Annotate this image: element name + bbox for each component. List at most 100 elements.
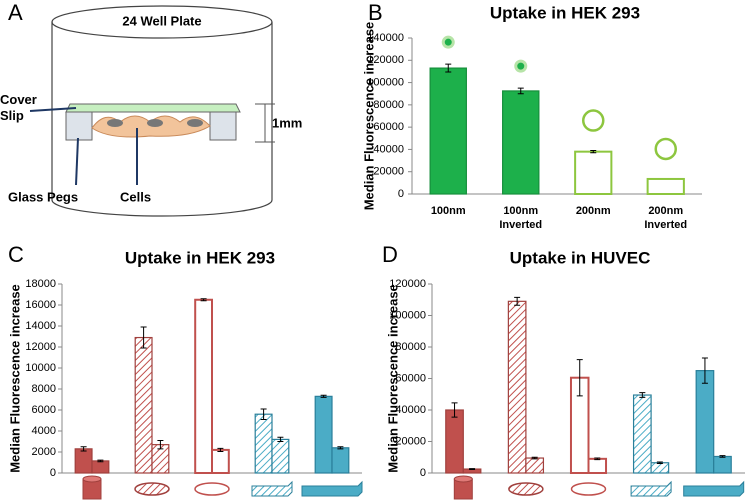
shape-icon — [134, 482, 170, 496]
error-bar — [517, 87, 524, 95]
bar — [587, 457, 608, 475]
y-tick-label: 10000 — [25, 362, 56, 374]
bar — [650, 462, 670, 474]
y-tick-label: 60000 — [373, 121, 404, 133]
y-tick-label: 140000 — [367, 32, 404, 44]
y-tick-label: 16000 — [25, 299, 56, 311]
glass-peg — [209, 111, 237, 141]
error-bar — [451, 402, 458, 418]
y-tick-label: 80000 — [373, 99, 404, 111]
cover-slip — [65, 103, 241, 113]
error-bar — [80, 446, 87, 452]
shape-icon — [251, 480, 293, 497]
bar — [211, 448, 230, 474]
y-tick-label: 6000 — [32, 404, 56, 416]
bar — [429, 67, 467, 195]
error-bar — [531, 456, 538, 460]
bar — [74, 448, 93, 474]
y-tick-label: 120000 — [389, 278, 426, 290]
pointer — [29, 107, 77, 112]
shape-icon — [194, 482, 230, 496]
error-bar — [656, 461, 663, 465]
y-tick-label: 14000 — [25, 320, 56, 332]
error-bar — [719, 455, 726, 458]
error-bar — [140, 326, 147, 349]
y-axis-label: Median Fluorescence increase — [361, 22, 376, 211]
cells-label: Cells — [120, 189, 151, 204]
shape-icon — [570, 482, 607, 496]
y-tick-label: 20000 — [373, 166, 404, 178]
error-bar — [97, 459, 104, 463]
error-bar — [337, 446, 344, 450]
nucleus — [187, 119, 203, 127]
panel-letter: D — [382, 242, 398, 267]
shape-icon — [508, 482, 544, 496]
y-tick-label: 120000 — [367, 54, 404, 66]
x-tick-label: 200nm — [575, 205, 611, 217]
shape-icon — [683, 480, 745, 497]
panel-letter: B — [368, 0, 383, 25]
y-tick-label: 0 — [398, 188, 404, 200]
y-tick-label: 20000 — [395, 435, 426, 447]
particle-icon — [441, 35, 455, 49]
x-tick-label-box: 200nm — [575, 205, 611, 217]
y-tick-label: 12000 — [25, 341, 56, 353]
bar — [646, 177, 685, 195]
plate-label: 24 Well Plate — [122, 13, 201, 28]
chart-title: Uptake in HUVEC — [510, 248, 651, 267]
shape-icon — [453, 475, 473, 483]
error-bar — [320, 394, 327, 398]
chart-title: Uptake in HEK 293 — [125, 248, 275, 267]
particle-icon — [514, 59, 528, 73]
y-tick-label: 2000 — [32, 446, 56, 458]
height-label: 1mm — [272, 115, 302, 130]
error-bar — [514, 296, 521, 306]
error-bar — [639, 392, 646, 398]
y-tick-label: 100000 — [367, 76, 404, 88]
bar — [314, 395, 333, 474]
shape-icon — [82, 475, 102, 483]
error-bar — [217, 447, 224, 452]
cover-slip-label: Cover Slip — [0, 92, 37, 123]
error-bar — [701, 357, 708, 384]
particle-icon — [654, 137, 677, 161]
error-bar — [594, 457, 601, 461]
bar — [507, 300, 527, 474]
bar — [525, 457, 545, 474]
error-bar — [445, 63, 452, 73]
y-axis-label: Median Fluorescence increase — [7, 284, 22, 473]
panel-letter: C — [8, 242, 24, 267]
shape-icon — [630, 480, 672, 497]
bar — [254, 413, 273, 474]
error-bar — [590, 150, 597, 154]
y-tick-label: 80000 — [395, 341, 426, 353]
bar — [91, 460, 110, 474]
y-tick-label: 100000 — [389, 309, 426, 321]
error-bar — [260, 408, 267, 420]
nucleus — [107, 119, 123, 127]
bar — [574, 150, 613, 196]
error-bar — [157, 439, 164, 450]
bar — [271, 438, 290, 474]
bar — [194, 298, 213, 474]
y-tick-label: 60000 — [395, 372, 426, 384]
x-tick-label-box: 200nm Inverted — [644, 205, 687, 231]
panel-letter: A — [8, 0, 23, 25]
nucleus — [147, 119, 163, 127]
bar — [713, 455, 732, 474]
bar — [502, 90, 540, 195]
y-tick-label: 0 — [50, 467, 56, 479]
y-tick-label: 8000 — [32, 383, 56, 395]
chart-title: Uptake in HEK 293 — [490, 3, 640, 22]
diagram: A 24 Well Plate Cover Slip 1mm Glass Peg… — [0, 0, 302, 217]
x-tick-label: 100nm Inverted — [499, 205, 543, 231]
plate-wall — [51, 22, 273, 217]
y-tick-label: 40000 — [373, 143, 404, 155]
pegs-label: Glass Pegs — [8, 189, 78, 204]
bar — [695, 370, 715, 474]
bar — [331, 447, 350, 474]
particle-icon — [582, 109, 605, 132]
error-bar — [200, 298, 207, 302]
bar — [632, 394, 652, 474]
